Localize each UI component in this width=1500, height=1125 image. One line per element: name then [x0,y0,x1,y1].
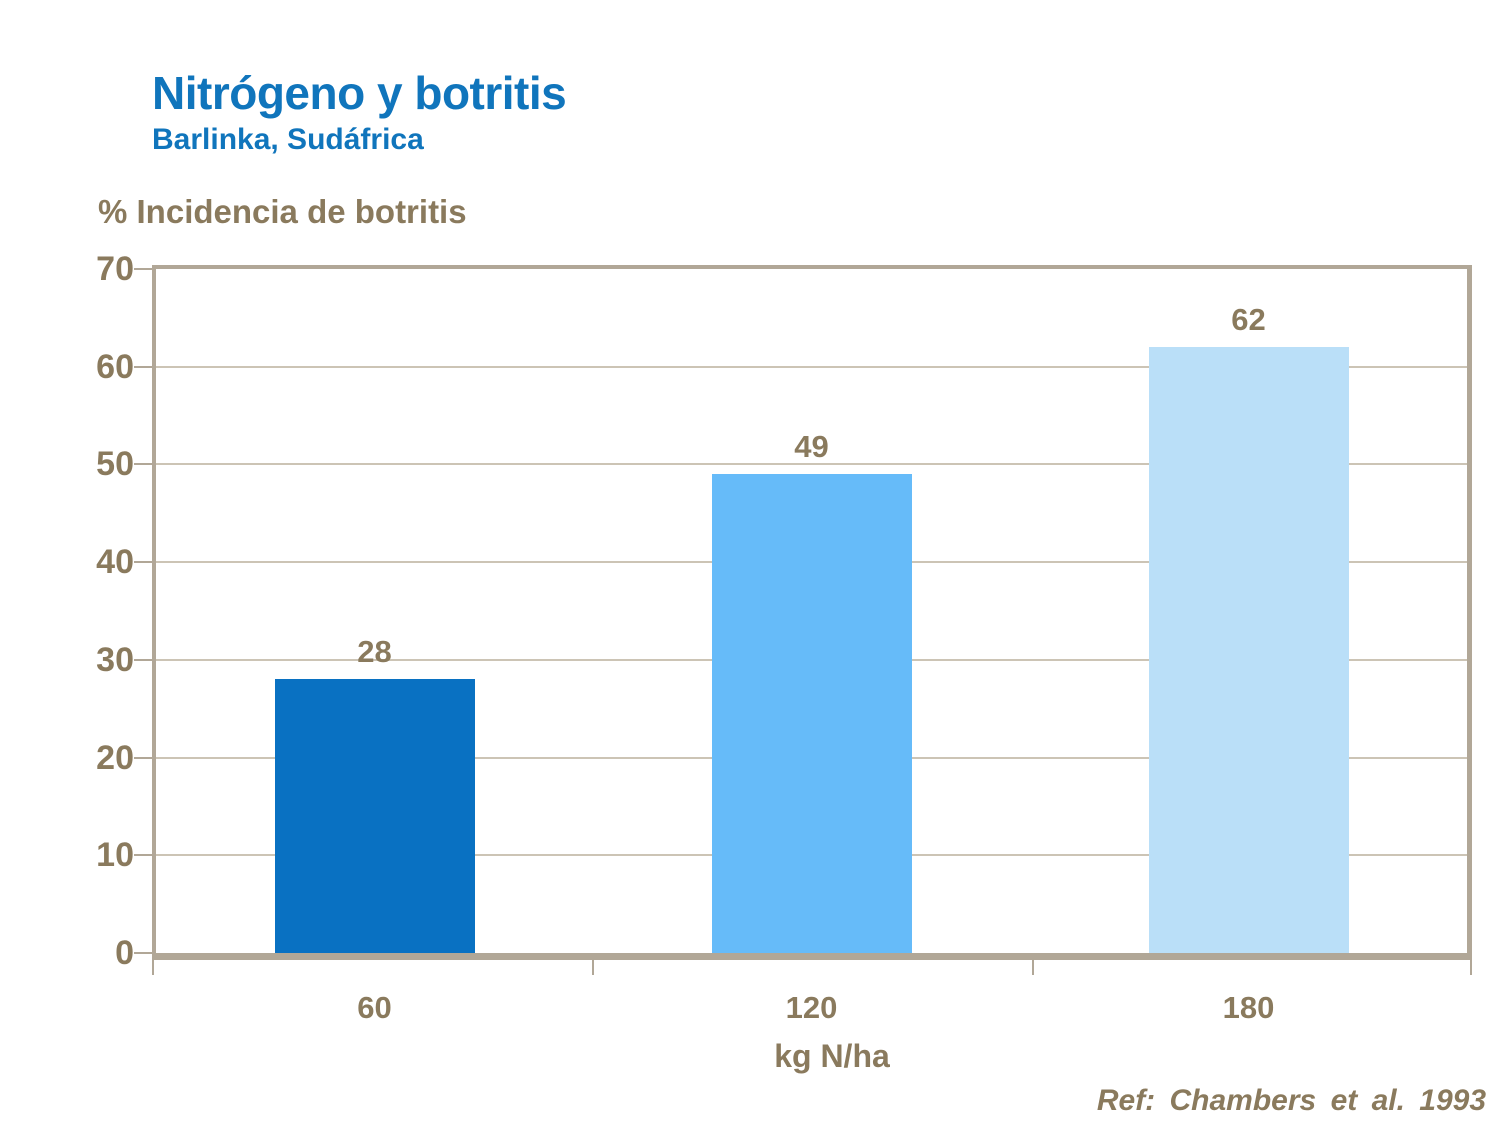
y-tick-10 [134,854,152,857]
y-tick-label-60: 60 [96,347,134,386]
chart-subtitle: Barlinka, Sudáfrica [152,123,424,156]
y-tick-label-50: 50 [96,445,134,484]
value-label-60: 28 [357,634,392,670]
y-tick-60 [134,365,152,368]
x-tick-label-120: 120 [785,990,838,1025]
gridline-60 [156,365,1467,368]
x-tick-3 [1470,960,1472,975]
value-label-120: 49 [794,429,829,465]
y-tick-20 [134,756,152,759]
x-tick-2 [1032,960,1034,975]
y-tick-label-10: 10 [96,836,134,875]
x-axis-title: kg N/ha [774,1038,890,1074]
x-tick-label-180: 180 [1222,990,1275,1025]
x-tick-0 [152,960,154,975]
x-tick-1 [592,960,594,975]
y-tick-30 [134,658,152,661]
y-tick-label-40: 40 [96,543,134,582]
y-axis-title: % Incidencia de botritis [98,193,467,230]
y-tick-40 [134,561,152,564]
y-tick-label-20: 20 [96,738,134,777]
y-tick-label-0: 0 [115,934,134,972]
plot-area [152,265,1472,960]
bar-180 [1148,347,1349,953]
x-tick-label-60: 60 [357,990,392,1025]
chart-title: Nitrógeno y botritis [152,67,567,119]
y-tick-label-70: 70 [96,250,134,288]
y-tick-0 [134,952,152,954]
y-tick-50 [134,463,152,466]
value-label-180: 62 [1231,302,1266,338]
gridline-50 [156,463,1467,466]
bar-120 [711,474,912,953]
bar-60 [274,679,475,953]
y-tick-70 [134,268,152,270]
y-tick-label-30: 30 [96,640,134,679]
reference-text: Ref: Chambers et al. 1993 [1096,1084,1486,1117]
